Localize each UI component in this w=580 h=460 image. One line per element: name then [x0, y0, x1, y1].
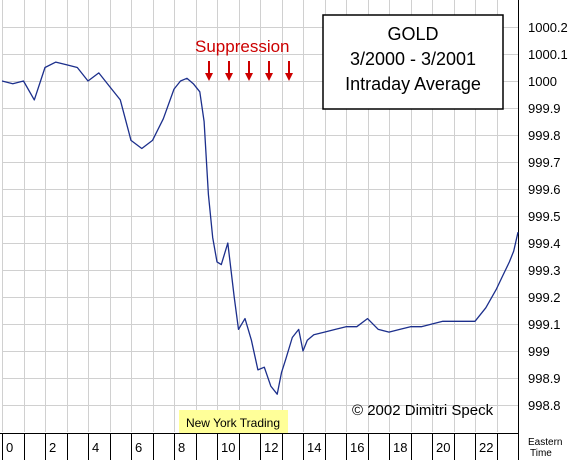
- suppression-arrow-head: [285, 73, 293, 81]
- chart-title-line-1: GOLD: [387, 24, 438, 44]
- x-tick-label: 18: [393, 440, 407, 455]
- suppression-arrow-head: [245, 73, 253, 81]
- x-tick-label: 0: [6, 440, 13, 455]
- suppression-arrow-head: [225, 73, 233, 81]
- x-axis-title-line-2: Time: [530, 448, 552, 459]
- suppression-arrow-head: [205, 73, 213, 81]
- copyright-text: © 2002 Dimitri Speck: [352, 402, 494, 419]
- y-tick-label: 1000.1: [528, 47, 568, 62]
- x-tick-label: 10: [221, 440, 235, 455]
- new-york-trading-highlight: [179, 410, 288, 433]
- x-axis-title-line-1: Eastern: [528, 437, 562, 448]
- gold-price-line: [1, 61, 519, 395]
- y-tick-label: 999.7: [528, 155, 561, 170]
- suppression-arrow-head: [265, 73, 273, 81]
- y-tick-label: 1000.2: [528, 20, 568, 35]
- y-tick-label: 998.9: [528, 371, 561, 386]
- y-tick-label: 999.8: [528, 128, 561, 143]
- grid-lines: [2, 0, 519, 432]
- y-tick-label: 999.1: [528, 317, 561, 332]
- suppression-arrow: [245, 61, 253, 81]
- suppression-arrow: [205, 61, 213, 81]
- new-york-trading-label: New York Trading: [186, 416, 280, 430]
- x-tick-label: 6: [135, 440, 142, 455]
- y-tick-label: 999: [528, 344, 550, 359]
- title-box-frame: [322, 14, 504, 110]
- y-tick-label: 999.4: [528, 236, 561, 251]
- y-tick-label: 999.6: [528, 182, 561, 197]
- y-tick-label: 998.8: [528, 398, 561, 413]
- x-axis-tick-labels: 0 2 4 6 8 10 12 14 16 18 20 22: [6, 440, 493, 455]
- y-tick-label: 999.2: [528, 290, 561, 305]
- x-tick-label: 8: [178, 440, 185, 455]
- x-tick-label: 20: [436, 440, 450, 455]
- suppression-arrow: [225, 61, 233, 81]
- x-tick-label: 14: [307, 440, 321, 455]
- y-tick-label: 999.9: [528, 101, 561, 116]
- x-tick-label: 12: [264, 440, 278, 455]
- y-axis-tick-labels: 998.8 998.9 999 999.1 999.2 999.3 999.4 999.5 99…: [528, 20, 568, 413]
- suppression-arrow: [265, 61, 273, 81]
- suppression-label: Suppression: [195, 37, 290, 56]
- x-tick-label: 4: [92, 440, 99, 455]
- x-tick-label: 22: [479, 440, 493, 455]
- y-tick-label: 999.3: [528, 263, 561, 278]
- chart-title-line-3: Intraday Average: [345, 74, 481, 94]
- x-axis: [0, 0, 519, 460]
- suppression-arrows: [205, 61, 293, 81]
- title-box: GOLD 3/2000 - 3/2001 Intraday Average: [322, 14, 504, 110]
- chart-title-line-2: 3/2000 - 3/2001: [350, 49, 476, 69]
- y-tick-label: 1000: [528, 74, 557, 89]
- x-tick-label: 2: [49, 440, 56, 455]
- y-tick-label: 999.5: [528, 209, 561, 224]
- x-tick-label: 16: [350, 440, 364, 455]
- suppression-arrow: [285, 61, 293, 81]
